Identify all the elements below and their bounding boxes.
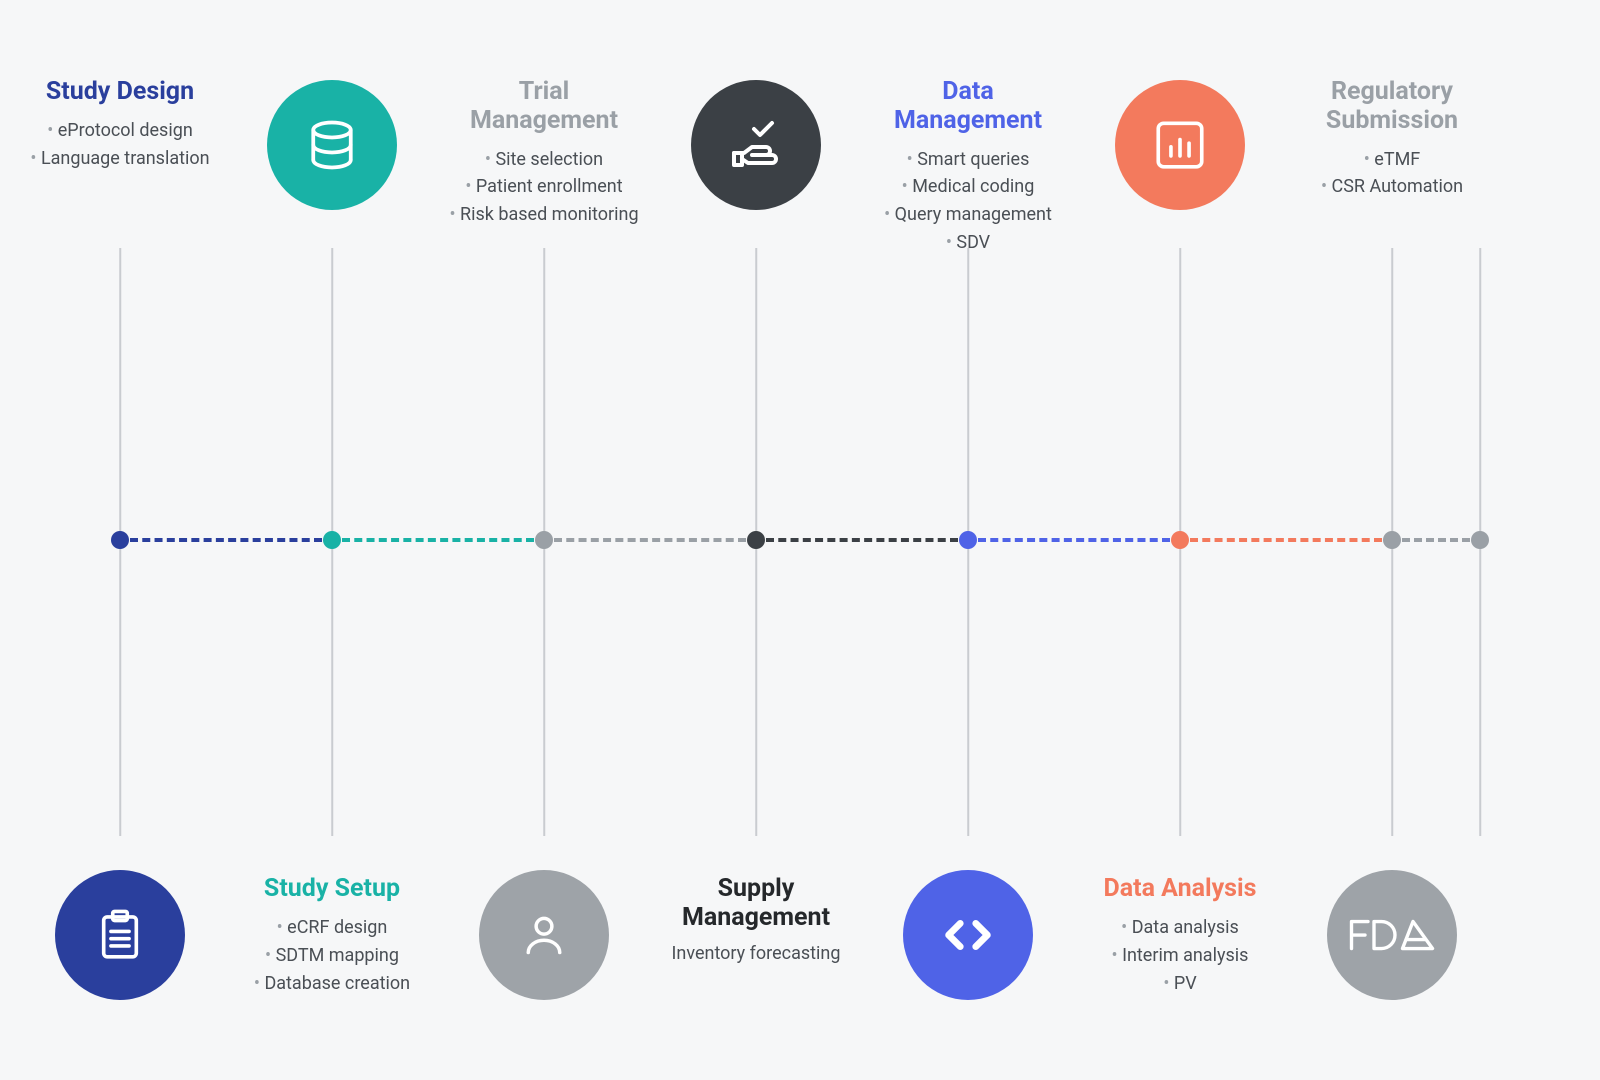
- stage-item: Site selection: [434, 146, 654, 174]
- top-hand-check-icon: [691, 80, 821, 210]
- bottom-person-icon: [479, 870, 609, 1000]
- timeline-segment: [554, 538, 746, 542]
- stage-item: Data analysis: [1070, 914, 1290, 942]
- timeline-node: [1171, 531, 1189, 549]
- timeline-node: [111, 531, 129, 549]
- stage-items: Data analysisInterim analysisPV: [1070, 914, 1290, 998]
- timeline-segment: [130, 538, 322, 542]
- top-chart-box-icon: [1115, 80, 1245, 210]
- top-stage: Study Design eProtocol designLanguage tra…: [10, 78, 230, 173]
- bottom-fda-icon: [1327, 870, 1457, 1000]
- stage-items: Smart queriesMedical codingQuery managem…: [858, 146, 1078, 258]
- stage-item: Query management: [858, 201, 1078, 229]
- top-database-icon: [267, 80, 397, 210]
- stage-items: Site selectionPatient enrollmentRisk bas…: [434, 146, 654, 230]
- stage-item: Interim analysis: [1070, 942, 1290, 970]
- stage-items: eProtocol designLanguage translation: [10, 117, 230, 173]
- stage-title: Trial Management: [434, 78, 654, 136]
- top-stage: Regulatory Submission eTMFCSR Automation: [1282, 78, 1502, 201]
- stage-item: SDTM mapping: [222, 942, 442, 970]
- stage-items: eCRF designSDTM mappingDatabase creation: [222, 914, 442, 998]
- bottom-stage: Data Analysis Data analysisInterim analys…: [1070, 875, 1290, 997]
- stage-item: eTMF: [1282, 146, 1502, 174]
- stage-title: Data Analysis: [1070, 875, 1290, 904]
- stage-item: Patient enrollment: [434, 173, 654, 201]
- timeline-segment: [1190, 538, 1382, 542]
- timeline-segment: [1402, 538, 1470, 542]
- timeline-segment: [978, 538, 1170, 542]
- stage-subtitle: Inventory forecasting: [646, 943, 866, 964]
- top-stage: Trial Management Site selectionPatient en…: [434, 78, 654, 229]
- bottom-code-icon: [903, 870, 1033, 1000]
- stage-item: eCRF design: [222, 914, 442, 942]
- stage-item: PV: [1070, 970, 1290, 998]
- timeline-node: [323, 531, 341, 549]
- stage-item: Smart queries: [858, 146, 1078, 174]
- bottom-stage: Study Setup eCRF designSDTM mappingDataba…: [222, 875, 442, 997]
- timeline-node: [959, 531, 977, 549]
- stage-item: Language translation: [10, 145, 230, 173]
- bottom-clipboard-icon: [55, 870, 185, 1000]
- timeline-node: [1383, 531, 1401, 549]
- bottom-stage: Supply Management Inventory forecasting: [646, 875, 866, 964]
- timeline-node: [1471, 531, 1489, 549]
- timeline-node: [747, 531, 765, 549]
- stage-items: eTMFCSR Automation: [1282, 146, 1502, 202]
- stage-item: Medical coding: [858, 173, 1078, 201]
- stage-item: Database creation: [222, 970, 442, 998]
- timeline-segment: [342, 538, 534, 542]
- clinical-timeline-diagram: Study Design eProtocol designLanguage tra…: [0, 0, 1600, 1080]
- stage-item: Risk based monitoring: [434, 201, 654, 229]
- timeline-segment: [766, 538, 958, 542]
- timeline: [0, 525, 1600, 555]
- timeline-node: [535, 531, 553, 549]
- stage-item: eProtocol design: [10, 117, 230, 145]
- stage-title: Supply Management: [646, 875, 866, 933]
- stage-item: SDV: [858, 229, 1078, 257]
- top-stage: Data Management Smart queriesMedical codi…: [858, 78, 1078, 257]
- stage-item: CSR Automation: [1282, 173, 1502, 201]
- stage-title: Regulatory Submission: [1282, 78, 1502, 136]
- stage-title: Data Management: [858, 78, 1078, 136]
- stage-title: Study Design: [10, 78, 230, 107]
- stage-title: Study Setup: [222, 875, 442, 904]
